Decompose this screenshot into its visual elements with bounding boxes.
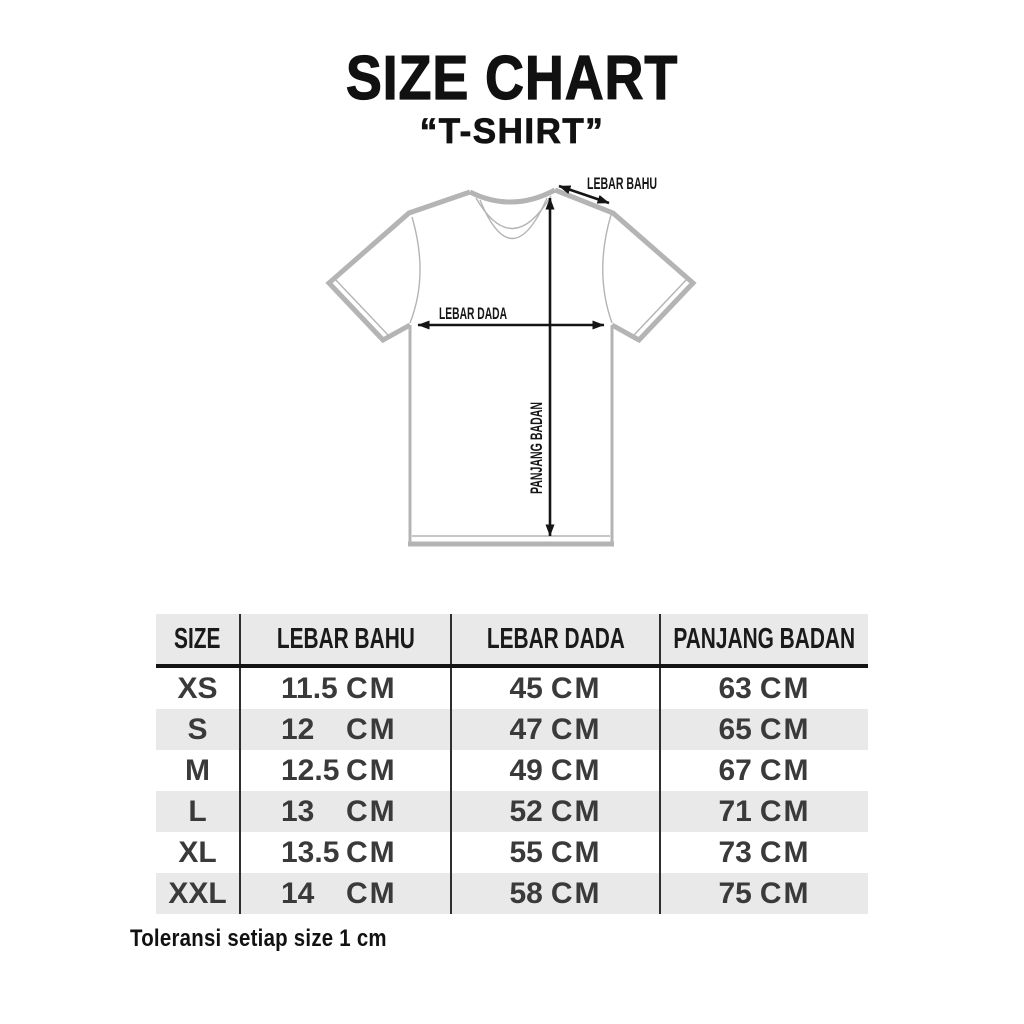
table-row-xs: XS 11.5 CM 45 CM 63 CM [156, 668, 868, 709]
panjang-badan-value: 67 CM [659, 750, 868, 791]
table-row-m: M 12.5 CM 49 CM 67 CM [156, 750, 868, 791]
size-value: S [187, 712, 208, 746]
table-row-xl: XL 13.5 CM 55 CM 73 CM [156, 832, 868, 873]
panjang-badan-value: 71 CM [659, 791, 868, 832]
size-value: M [185, 753, 210, 787]
lebar-bahu-value: 13.5 CM [239, 832, 450, 873]
tshirt-left-cuff-seam [333, 277, 389, 336]
size-value: XS [177, 671, 218, 705]
table-row-l: L 13 CM 52 CM 71 CM [156, 791, 868, 832]
tshirt-right-armhole [602, 214, 613, 324]
lebar-dada-value: 58 CM [450, 873, 659, 914]
lebar-bahu-value: 13 CM [239, 791, 450, 832]
lebar-dada-value: 45 CM [450, 668, 659, 709]
lebar-dada-value: 55 CM [450, 832, 659, 873]
size-table-header: SIZE LEBAR BAHU LEBAR DADA PANJANG BADAN [156, 614, 868, 668]
tshirt-left-armhole [409, 216, 421, 324]
tolerance-note: Toleransi setiap size 1 cm [130, 925, 387, 952]
tshirt-right-sleeve [554, 187, 697, 344]
panjang-badan-value: 65 CM [659, 709, 868, 750]
tshirt-left-sleeve [325, 189, 471, 344]
tshirt-seam-details [333, 195, 689, 537]
page-title: SIZE CHART [0, 44, 1024, 113]
size-value: L [188, 794, 207, 828]
panjang-badan-value: 63 CM [659, 668, 868, 709]
header-size: SIZE [174, 622, 221, 655]
panjang-badan-value: 73 CM [659, 832, 868, 873]
shoulder-width-label: LEBAR BAHU [587, 174, 657, 193]
lebar-dada-value: 52 CM [450, 791, 659, 832]
header-lebar-bahu: LEBAR BAHU [239, 614, 450, 664]
size-table: SIZE LEBAR BAHU LEBAR DADA PANJANG BADAN… [156, 614, 868, 914]
lebar-bahu-value: 12 CM [239, 709, 450, 750]
lebar-dada-value: 49 CM [450, 750, 659, 791]
page-title-text: SIZE CHART [345, 44, 679, 113]
tshirt-collar-outer [468, 187, 557, 205]
tshirt-neckline [479, 197, 548, 240]
measurement-arrows [417, 184, 610, 537]
size-value: XL [178, 835, 217, 869]
lebar-bahu-value: 14 CM [239, 873, 450, 914]
header-panjang-badan: PANJANG BADAN [659, 614, 868, 664]
tshirt-outline [325, 187, 697, 547]
table-row-xxl: XXL 14 CM 58 CM 75 CM [156, 873, 868, 914]
tshirt-diagram: LEBAR BAHU LEBAR DADA PANJANG BADAN [325, 174, 697, 547]
header-lebar-dada: LEBAR DADA [450, 614, 659, 664]
shoulder-width-arrow [558, 184, 610, 205]
page-subtitle: “T-SHIRT” [419, 112, 605, 151]
lebar-bahu-value: 12.5 CM [239, 750, 450, 791]
chest-width-label: LEBAR DADA [439, 304, 507, 323]
tshirt-right-cuff-seam [633, 277, 689, 336]
lebar-bahu-value: 11.5 CM [239, 668, 450, 709]
body-length-label: PANJANG BADAN [527, 402, 546, 494]
lebar-dada-value: 47 CM [450, 709, 659, 750]
size-value: XXL [168, 876, 227, 910]
table-row-s: S 12 CM 47 CM 65 CM [156, 709, 868, 750]
panjang-badan-value: 75 CM [659, 873, 868, 914]
